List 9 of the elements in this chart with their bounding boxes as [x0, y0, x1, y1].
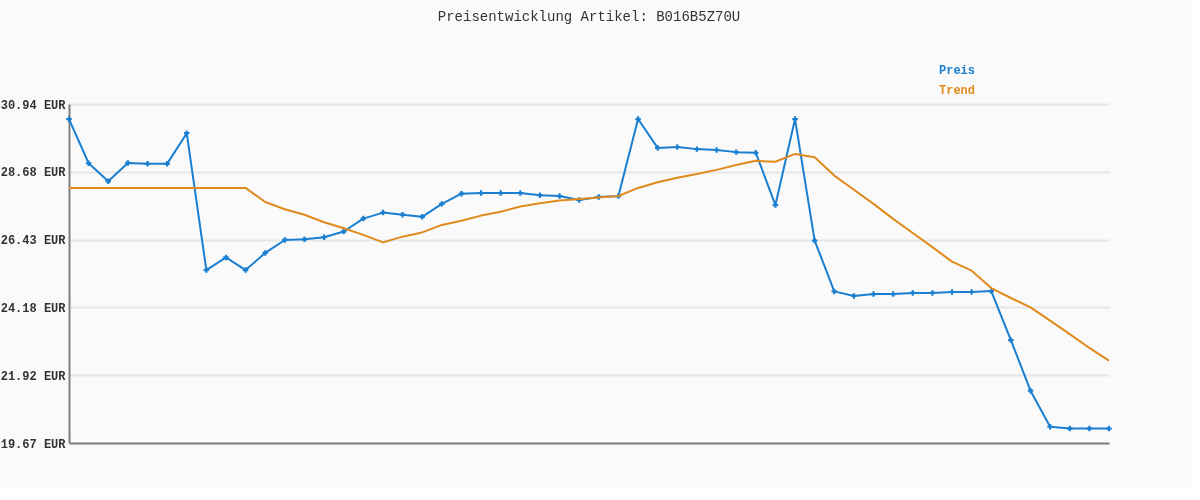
y-tick-label: 21.92 EUR: [0, 369, 67, 384]
y-tick-label: 28.68 EUR: [0, 166, 67, 181]
text: Trend: [939, 84, 976, 98]
y-tick-label: 19.67 EUR: [0, 437, 67, 452]
text: Preis: [939, 64, 976, 78]
chart-title: Preisentwicklung Artikel: B016B5Z70U: [437, 9, 741, 25]
y-tick-label: 26.43 EUR: [0, 234, 67, 249]
y-tick-label: 30.94 EUR: [0, 98, 67, 113]
y-tick-label: 24.18 EUR: [0, 301, 67, 316]
